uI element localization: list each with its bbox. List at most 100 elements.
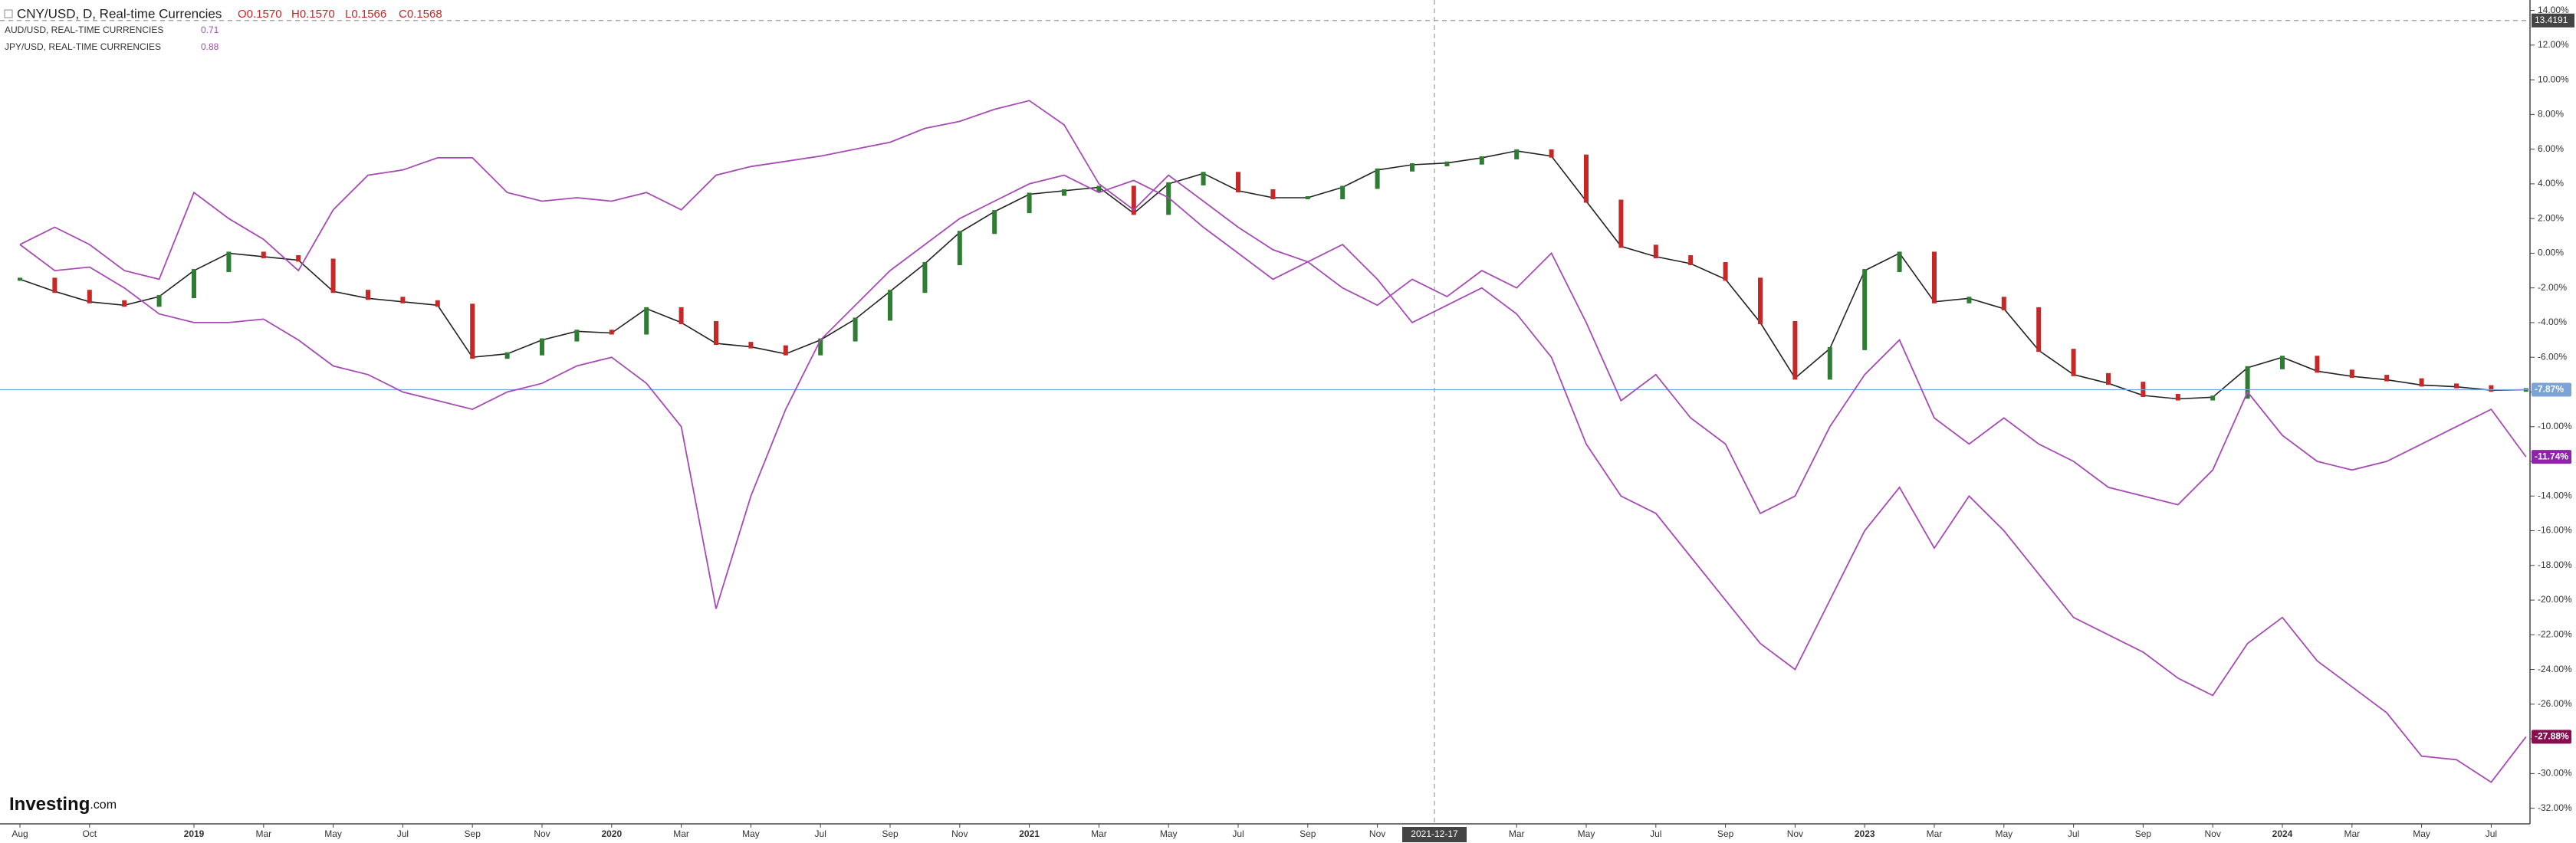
candle	[2001, 297, 2006, 310]
candle	[1444, 161, 1450, 166]
legend-value: 0.88	[201, 41, 219, 52]
candle	[1131, 185, 1136, 215]
candle	[2175, 394, 2180, 401]
candle	[400, 297, 406, 303]
candle	[574, 330, 580, 342]
x-tick-label: Sep	[2135, 828, 2152, 839]
candle	[1897, 251, 1902, 273]
candle	[366, 290, 370, 300]
crosshair-x-label: 2021-12-17	[1411, 828, 1458, 839]
y-tick-label: 6.00%	[2538, 143, 2564, 154]
y-tick-label: 10.00%	[2538, 74, 2569, 84]
x-tick-label: Mar	[1509, 828, 1525, 839]
ohlc-value: L0.1566	[345, 8, 386, 21]
last-value-label-bg	[2532, 382, 2571, 397]
candle	[1827, 346, 1832, 380]
candle	[504, 352, 510, 359]
candle	[1236, 172, 1240, 192]
x-tick-label: Nov	[1787, 828, 1803, 839]
candle	[1688, 254, 1694, 265]
candle	[1549, 149, 1554, 158]
x-tick-label: Sep	[1717, 828, 1734, 839]
legend-name: AUD/USD, REAL-TIME CURRENCIES	[5, 25, 163, 35]
candle	[1862, 269, 1868, 350]
last-value-label: -11.74%	[2535, 451, 2568, 461]
x-tick-label: May	[2413, 828, 2430, 839]
x-tick-label: Sep	[882, 828, 899, 839]
y-tick-label: -2.00%	[2538, 282, 2567, 293]
candle	[1270, 189, 1276, 199]
y-tick-label: 2.00%	[2538, 212, 2564, 223]
candle	[818, 338, 823, 356]
crosshair-y-label: 13.4191	[2535, 15, 2568, 25]
candle	[192, 269, 196, 298]
last-value-label: -27.88%	[2535, 731, 2569, 742]
candle	[609, 330, 614, 335]
candle	[1096, 185, 1102, 192]
candle	[678, 307, 684, 324]
candle	[957, 231, 962, 265]
candle	[853, 317, 858, 342]
candle	[1410, 163, 1414, 172]
candle	[2349, 369, 2354, 379]
y-tick-label: -24.00%	[2538, 664, 2572, 674]
ohlc-value: C0.1568	[399, 8, 442, 21]
candle	[2071, 349, 2076, 376]
candle	[156, 295, 162, 307]
series-line	[19, 174, 2527, 609]
candle	[1723, 262, 1728, 281]
x-tick-label: Aug	[12, 828, 28, 839]
candle	[1584, 154, 1589, 203]
y-tick-label: -16.00%	[2538, 525, 2572, 536]
y-tick-label: 4.00%	[2538, 178, 2564, 189]
candle	[748, 342, 754, 349]
candle	[1340, 185, 1346, 199]
x-tick-label: Jul	[1650, 828, 1661, 839]
candle	[122, 300, 127, 307]
candle	[1618, 199, 1624, 248]
candle	[52, 277, 58, 294]
candle	[2245, 366, 2250, 399]
x-tick-label: 2023	[1855, 828, 1875, 839]
candle	[1967, 297, 1972, 303]
candle	[2315, 356, 2320, 373]
y-tick-label: -20.00%	[2538, 594, 2572, 605]
y-tick-label: -32.00%	[2538, 802, 2572, 813]
x-tick-label: Jul	[815, 828, 826, 839]
candle	[226, 251, 232, 273]
candle	[1758, 277, 1763, 324]
x-tick-label: 2021	[1019, 828, 1040, 839]
candle	[18, 277, 22, 281]
last-value-label: -7.87%	[2535, 384, 2564, 395]
candle	[783, 345, 788, 356]
y-tick-label: 8.00%	[2538, 109, 2564, 120]
y-tick-label: 14.00%	[2538, 5, 2569, 15]
logo: Investing.com	[9, 794, 117, 815]
crosshair-y-label-bg	[2532, 13, 2574, 28]
candle	[470, 303, 475, 359]
logo-domain: .com	[90, 799, 117, 812]
x-tick-label: Jul	[397, 828, 409, 839]
logo-main: Investing	[9, 794, 90, 815]
candle	[261, 251, 266, 258]
legend-name: JPY/USD, REAL-TIME CURRENCIES	[5, 41, 161, 52]
x-tick-label: May	[324, 828, 342, 839]
x-tick-label: Nov	[1369, 828, 1385, 839]
candle	[2454, 383, 2459, 389]
x-tick-label: Jul	[1232, 828, 1244, 839]
x-tick-label: Jul	[2068, 828, 2079, 839]
candle	[1027, 192, 1032, 214]
x-tick-label: Jul	[2486, 828, 2497, 839]
ohlc-value: H0.1570	[291, 8, 335, 21]
y-tick-label: -14.00%	[2538, 490, 2572, 500]
candle	[1201, 172, 1206, 185]
candle	[296, 254, 301, 262]
last-value-label-bg	[2532, 450, 2571, 464]
candle	[2106, 372, 2111, 385]
candle	[2036, 307, 2042, 353]
candle	[714, 320, 718, 346]
legend-value: 0.71	[201, 25, 219, 35]
x-tick-label: Sep	[1300, 828, 1316, 839]
candle	[2210, 395, 2216, 401]
